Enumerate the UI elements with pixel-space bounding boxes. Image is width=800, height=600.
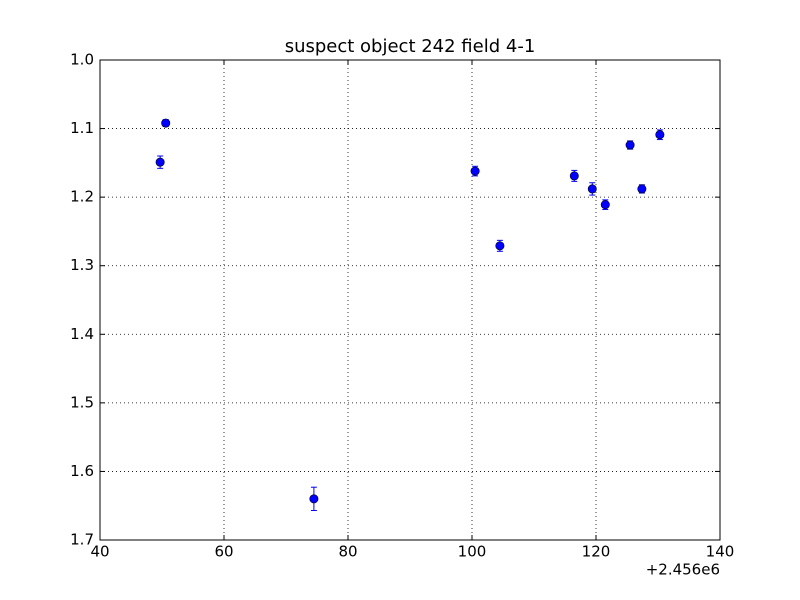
x-tick-label: 80 — [338, 543, 357, 561]
point — [625, 140, 635, 150]
point — [155, 157, 165, 167]
x-tick-label: 120 — [582, 543, 611, 561]
y-tick-label: 1.4 — [70, 325, 94, 343]
y-tick-label: 1.5 — [70, 393, 94, 411]
y-tick-label: 1.6 — [70, 462, 94, 480]
y-tick-label: 1.2 — [70, 188, 94, 206]
x-tick-label: 60 — [214, 543, 233, 561]
point — [655, 130, 665, 140]
x-tick-label: 100 — [458, 543, 487, 561]
point — [470, 166, 480, 176]
y-tick-label: 1.0 — [70, 51, 94, 69]
point — [309, 494, 319, 504]
x-tick-label: 40 — [90, 543, 109, 561]
point — [600, 200, 610, 210]
y-tick-label: 1.7 — [70, 531, 94, 549]
point — [587, 184, 597, 194]
y-tick-label: 1.1 — [70, 119, 94, 137]
plot-frame — [99, 59, 721, 541]
point — [161, 118, 171, 128]
x-offset-label: +2.456e6 — [646, 561, 720, 579]
point — [569, 171, 579, 181]
chart-title: suspect object 242 field 4-1 — [285, 36, 536, 57]
point — [495, 241, 505, 251]
y-tick-label: 1.3 — [70, 256, 94, 274]
point — [637, 184, 647, 194]
x-tick-label: 140 — [706, 543, 735, 561]
